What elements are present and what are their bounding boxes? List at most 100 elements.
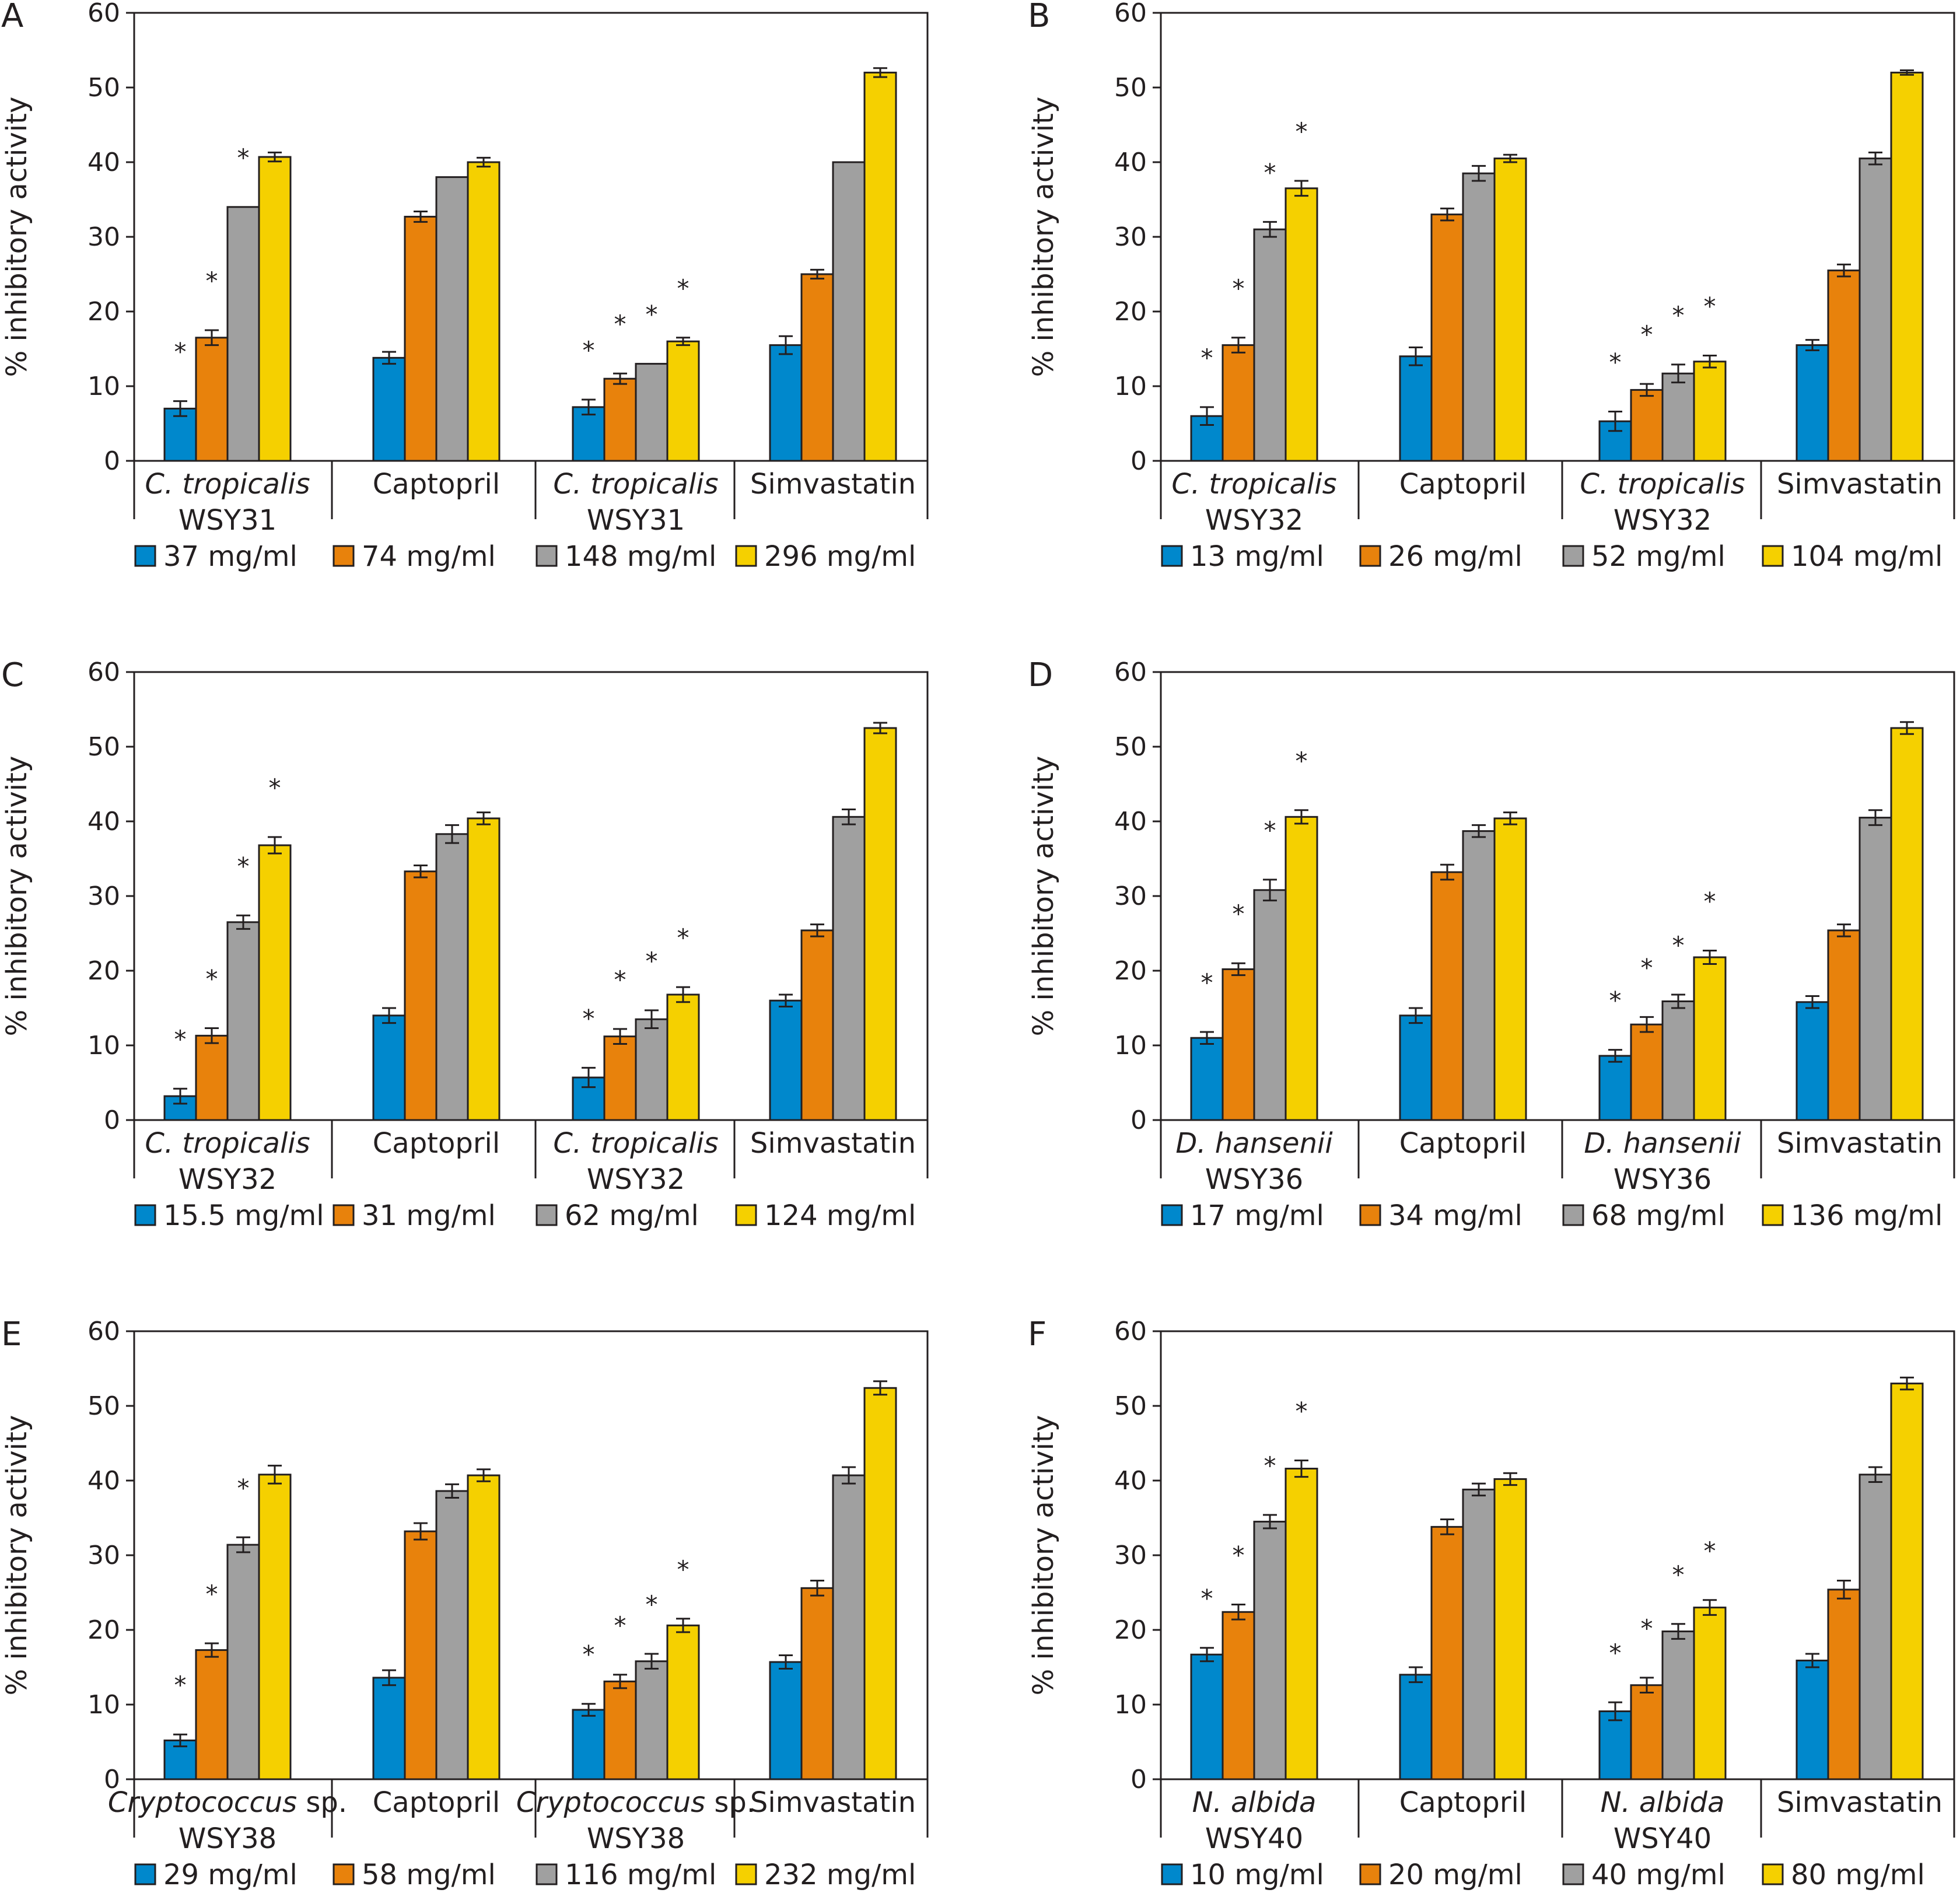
- bar: [467, 817, 501, 1121]
- legend-swatch: [1762, 1863, 1784, 1885]
- bar: [603, 1680, 637, 1780]
- bar: [635, 1018, 668, 1121]
- y-axis-label: % inhibitory activity: [1027, 97, 1060, 377]
- y-tick-label: 0: [104, 446, 120, 476]
- legend-label: 52 mg/ml: [1591, 540, 1726, 573]
- category-name: Cryptococcus: [108, 1786, 297, 1819]
- bar: [572, 406, 606, 462]
- significance-star: *: [677, 274, 690, 303]
- significance-star: *: [1704, 292, 1716, 321]
- significance-star: *: [1264, 816, 1276, 845]
- bar: [1284, 816, 1318, 1121]
- bar: [1462, 830, 1496, 1121]
- y-tick-label: 40: [1114, 1466, 1147, 1496]
- category-strain: WSY36: [1205, 1163, 1303, 1196]
- significance-star: *: [1641, 1614, 1653, 1643]
- bar: [1493, 817, 1527, 1121]
- category-label: C. tropicalis: [145, 1127, 310, 1160]
- y-tick-label: 20: [1114, 956, 1147, 986]
- legend-swatch: [1762, 545, 1784, 567]
- category-name: Captopril: [1399, 1127, 1527, 1160]
- bar: [832, 816, 866, 1121]
- category-label: Captopril: [1399, 1786, 1527, 1819]
- category-strain: WSY32: [1614, 504, 1712, 537]
- legend-swatch: [1359, 1863, 1381, 1885]
- category-strain: WSY38: [178, 1822, 276, 1855]
- y-tick-label: 20: [1114, 297, 1147, 327]
- bar: [666, 993, 700, 1121]
- bar: [1253, 1520, 1287, 1780]
- panel-letter: E: [1, 1315, 22, 1353]
- y-tick-label: 60: [1114, 657, 1147, 687]
- bar: [258, 156, 292, 462]
- bar: [603, 1035, 637, 1121]
- y-axis-label: % inhibitory activity: [1, 1415, 33, 1696]
- y-tick-label: 10: [88, 1031, 120, 1061]
- y-tick-label: 60: [88, 0, 120, 28]
- bar: [1253, 228, 1287, 462]
- bar: [1222, 344, 1255, 462]
- significance-star: *: [583, 1004, 595, 1033]
- category-name: Captopril: [373, 468, 500, 501]
- chart-panel-f: F % inhibitory activity 0 10 20 30 40 50 60 * * * * N…: [1027, 1315, 1955, 1891]
- significance-star: *: [206, 267, 218, 295]
- bar: [800, 273, 834, 462]
- category-name: Captopril: [373, 1786, 500, 1819]
- category-label: Simvastatin: [750, 468, 916, 501]
- category-strain: WSY36: [1614, 1163, 1712, 1196]
- significance-star: *: [1296, 117, 1308, 146]
- bar: [832, 1474, 866, 1780]
- bar: [769, 344, 803, 462]
- bar: [635, 363, 668, 462]
- panel-letter: C: [1, 656, 24, 694]
- legend-label: 31 mg/ml: [362, 1199, 496, 1232]
- bar: [1859, 158, 1892, 462]
- legend-swatch: [536, 1204, 558, 1226]
- significance-star: *: [174, 1671, 187, 1699]
- bar: [1222, 1611, 1255, 1780]
- bar: [1630, 1023, 1664, 1121]
- y-tick-label: 0: [104, 1765, 120, 1794]
- y-tick-label: 50: [88, 732, 120, 762]
- legend-label: 34 mg/ml: [1388, 1199, 1522, 1232]
- significance-star: *: [646, 947, 658, 975]
- legend-swatch: [1161, 1863, 1183, 1885]
- y-tick-label: 10: [1114, 1031, 1147, 1061]
- y-axis-label: % inhibitory activity: [1027, 756, 1060, 1037]
- bar: [1399, 1014, 1433, 1121]
- bar: [467, 161, 501, 462]
- category-name: Captopril: [1399, 1786, 1527, 1819]
- category-label: N. albida: [1192, 1786, 1317, 1819]
- category-name: C. tropicalis: [145, 468, 310, 501]
- legend-swatch: [1562, 1863, 1584, 1885]
- category-name: Simvastatin: [750, 1786, 916, 1819]
- legend-label: 20 mg/ml: [1388, 1859, 1522, 1891]
- bar: [1630, 389, 1664, 462]
- significance-star: *: [237, 144, 250, 172]
- y-tick-label: 40: [1114, 148, 1147, 177]
- category-name: N. albida: [1601, 1786, 1725, 1819]
- y-tick-label: 20: [88, 297, 120, 327]
- significance-star: *: [1672, 1560, 1685, 1589]
- significance-star: *: [1201, 1584, 1213, 1613]
- panel-letter: D: [1028, 656, 1053, 694]
- category-label: D. hansenii: [1584, 1127, 1741, 1160]
- y-tick-label: 10: [1114, 1690, 1147, 1720]
- bar: [1222, 968, 1255, 1121]
- bar: [258, 1474, 292, 1780]
- bar: [1890, 1383, 1924, 1780]
- significance-star: *: [206, 965, 218, 993]
- y-tick-label: 40: [88, 807, 120, 837]
- significance-star: *: [1704, 1537, 1716, 1565]
- legend-label: 232 mg/ml: [764, 1859, 916, 1891]
- category-label: Simvastatin: [1777, 1127, 1943, 1160]
- bar: [1430, 214, 1464, 462]
- legend-label: 80 mg/ml: [1791, 1859, 1925, 1891]
- category-strain: WSY32: [1205, 504, 1303, 537]
- bar: [863, 727, 897, 1121]
- significance-star: *: [614, 1611, 626, 1640]
- bar: [195, 337, 229, 462]
- legend-swatch: [1562, 1204, 1584, 1226]
- bar: [769, 999, 803, 1121]
- legend-swatch: [536, 1863, 558, 1885]
